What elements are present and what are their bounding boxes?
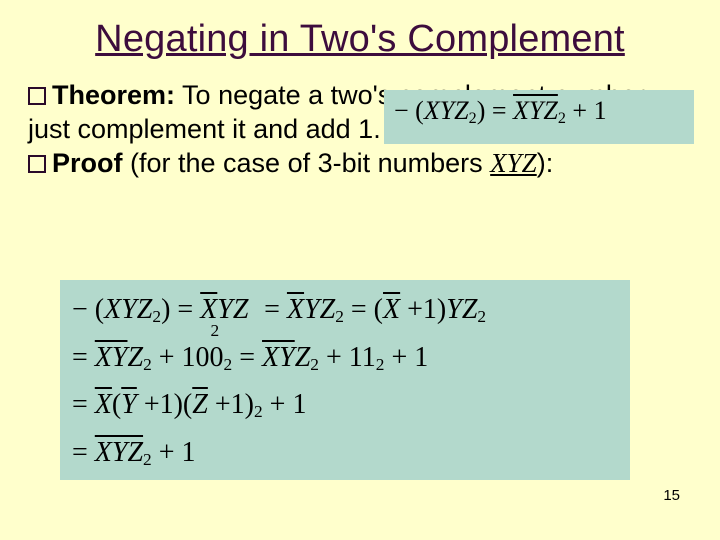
formula-small-box: − (XYZ2) = XYZ2 + 1	[384, 90, 694, 144]
slide-title: Negating in Two's Complement	[28, 18, 692, 61]
proof-var: XYZ	[490, 148, 537, 178]
formula-line-2: = XYZ2 + 1002 = XYZ2 + 112 + 1	[72, 334, 618, 382]
formula-line-4: = XYZ2 + 1	[72, 429, 618, 477]
bullet-icon	[28, 155, 46, 173]
theorem-label: Theorem:	[52, 80, 175, 110]
proof-tail: ):	[537, 148, 554, 178]
formula-big-box: − (XYZ2) = XYZ2 = XYZ2 = (X +1)YZ2 = XYZ…	[60, 280, 630, 480]
proof-text: (for the case of 3-bit numbers	[123, 148, 491, 178]
formula-small-expr: − (XYZ2) = XYZ2 + 1	[394, 96, 607, 125]
slide: Negating in Two's Complement Theorem: To…	[0, 0, 720, 540]
proof-label: Proof	[52, 148, 123, 178]
formula-line-3: = X(Y +1)(Z +1)2 + 1	[72, 381, 618, 429]
bullet-icon	[28, 87, 46, 105]
formula-line-1: − (XYZ2) = XYZ2 = XYZ2 = (X +1)YZ2	[72, 286, 618, 334]
page-number: 15	[663, 487, 680, 504]
